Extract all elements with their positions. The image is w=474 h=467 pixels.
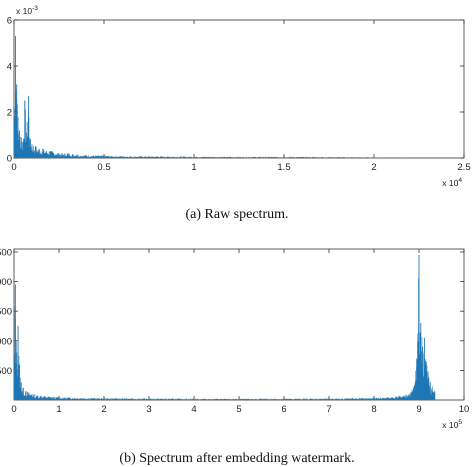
- x-tick-label: 9: [416, 404, 421, 415]
- x-tick-label: 0: [11, 162, 16, 173]
- x-multiplier: x 105: [442, 419, 462, 430]
- x-tick-label: 10: [459, 404, 470, 415]
- y-tick-label: 2000: [0, 277, 12, 288]
- y-tick-label: 1500: [0, 307, 12, 318]
- plot-frame: [13, 248, 465, 401]
- y-multiplier-exponent: -3: [32, 5, 38, 12]
- x-tick-label: 1: [191, 162, 196, 173]
- x-tick-label: 6: [281, 404, 286, 415]
- x-tick-label: 2: [101, 404, 106, 415]
- y-tick-label: 500: [0, 366, 12, 377]
- x-tick-label: 2.5: [457, 162, 470, 173]
- x-tick-label: 0: [11, 404, 16, 415]
- y-multiplier: x 10-3: [16, 5, 38, 16]
- y-tick-label: 2: [7, 108, 12, 119]
- x-tick-label: 2: [371, 162, 376, 173]
- caption-raw-spectrum: (a) Raw spectrum.: [185, 207, 288, 222]
- x-multiplier: x 104: [442, 177, 462, 188]
- chart-raw-spectrum: 0 0.5 1 1.5 2 2.5 0 2 4 6 x 10-3 x 104: [7, 5, 471, 188]
- x-tick-label: 7: [326, 404, 331, 415]
- x-tick-label: 5: [236, 404, 241, 415]
- x-tick-label: 4: [191, 404, 196, 415]
- x-tick-label: 1: [56, 404, 61, 415]
- y-tick-label: 2500: [0, 247, 12, 258]
- y-tick-label: 6: [7, 16, 12, 27]
- caption-watermarked-spectrum: (b) Spectrum after embedding watermark.: [119, 451, 354, 466]
- x-multiplier-exponent: 5: [458, 419, 462, 426]
- plot-frame: [13, 19, 465, 159]
- x-tick-label: 8: [371, 404, 376, 415]
- x-multiplier-exponent: 4: [458, 177, 462, 184]
- x-tick-label: 0.5: [97, 162, 110, 173]
- x-tick-label: 3: [146, 404, 151, 415]
- x-tick-label: 1.5: [277, 162, 290, 173]
- y-tick-label: 4: [7, 62, 12, 73]
- y-tick-label: 0: [7, 154, 12, 165]
